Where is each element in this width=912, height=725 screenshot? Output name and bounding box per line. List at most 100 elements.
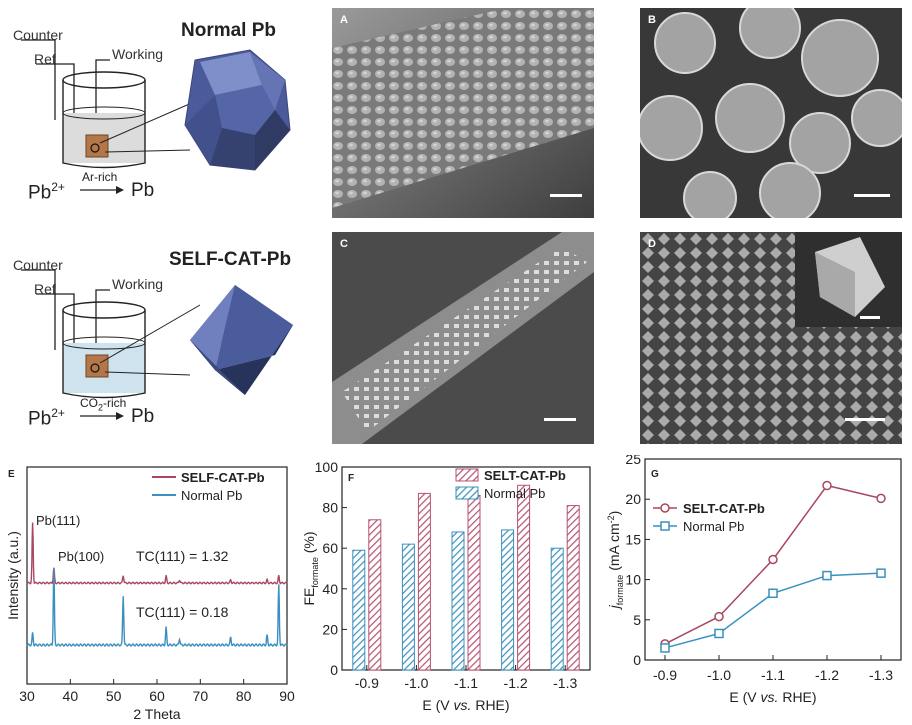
counter-label: Counter <box>13 27 63 43</box>
y-tick-label: 20 <box>322 621 338 637</box>
x-axis-label: E (V vs. RHE) <box>422 697 509 713</box>
legend-swatch <box>455 468 479 482</box>
bar <box>517 484 531 671</box>
schematic-selfcat: Counter Ref Working SELF-CAT-Pb Pb2+ CO2… <box>0 230 320 445</box>
panel-label-b: B <box>648 14 656 26</box>
data-point <box>876 568 886 578</box>
panel-label-g: G <box>651 469 659 480</box>
legend-label: Normal Pb <box>181 488 242 503</box>
bar <box>352 549 366 671</box>
sem-panel-b: B <box>640 8 902 218</box>
y-tick-label: 10 <box>625 572 641 588</box>
reaction-condition: CO2-rich <box>80 396 127 413</box>
data-point <box>822 570 832 581</box>
crystal-normal-icon <box>184 49 291 171</box>
cell-diagram-selfcat <box>21 269 293 420</box>
xrd-series-line <box>26 522 288 585</box>
legend-marker <box>660 503 670 513</box>
reaction-right: Pb <box>131 180 155 201</box>
data-point <box>876 493 886 504</box>
sem-panel-c: C <box>332 232 594 444</box>
x-tick-label: -0.9 <box>653 667 677 683</box>
x-tick-label: -1.3 <box>553 675 577 691</box>
annotation-pb100: Pb(100) <box>58 549 104 564</box>
annotation-tc-normal: TC(111) = 0.18 <box>136 604 229 620</box>
x-tick-label: -1.0 <box>707 667 731 683</box>
chart-g-svg: G 0 5 10 15 20 25 -0.9 -1.0 -1.1 -1.2 -1.3 E (V vs. … <box>606 451 902 705</box>
bar <box>566 505 580 671</box>
x-axis-label: 2 Theta <box>133 706 180 720</box>
bar <box>368 519 382 671</box>
sem-panel-d: D <box>640 232 902 444</box>
scale-bar <box>845 418 885 421</box>
data-point <box>714 611 724 622</box>
scale-bar <box>854 194 890 197</box>
x-tick-label: -1.0 <box>404 675 428 691</box>
ref-label: Ref <box>34 281 56 297</box>
y-axis-label: FEformate (%) <box>301 531 320 605</box>
y-tick-label: 15 <box>625 531 641 547</box>
legend-label: SELF-CAT-Pb <box>181 470 265 485</box>
bar <box>417 492 431 671</box>
chart-g: G 0 5 10 15 20 25 -0.9 -1.0 -1.1 -1.2 -1.3 E (V vs. … <box>605 451 912 720</box>
x-tick-label: -1.1 <box>454 675 478 691</box>
y-tick-label: 40 <box>322 581 338 597</box>
x-tick-label: -1.2 <box>815 667 839 683</box>
y-tick-label: 100 <box>315 459 339 475</box>
x-tick-label: -1.3 <box>869 667 893 683</box>
y-tick-label: 20 <box>625 491 641 507</box>
y-tick-label: 25 <box>625 455 641 467</box>
x-tick-label: 50 <box>106 688 122 704</box>
panel-label-e: E <box>8 469 15 480</box>
cell-diagram-normal <box>21 39 291 194</box>
x-tick-label: -1.2 <box>504 675 528 691</box>
x-axis-label: E (V vs. RHE) <box>729 689 816 705</box>
chart-e-svg: E 30 40 50 60 70 80 90 2 Theta Intensity (a.u.) SE… <box>5 466 295 722</box>
working-label: Working <box>112 276 164 292</box>
y-axis-label: Intensity (a.u.) <box>5 531 21 620</box>
data-point <box>768 588 778 599</box>
data-point <box>822 480 832 491</box>
y-tick-label: 0 <box>633 652 641 668</box>
reaction-left: Pb2+ <box>28 406 65 430</box>
inset-scale-bar <box>860 316 880 319</box>
x-tick-label: 70 <box>193 688 209 704</box>
data-point <box>768 554 778 565</box>
scale-bar <box>544 418 576 421</box>
x-tick-label: 80 <box>236 688 252 704</box>
title-selfcat-pb: SELF-CAT-Pb <box>169 249 292 270</box>
reaction-left: Pb2+ <box>28 180 65 204</box>
bar <box>401 543 415 671</box>
x-tick-label: 90 <box>279 688 295 704</box>
legend-swatch <box>455 486 479 500</box>
x-tick-label: 30 <box>19 688 35 704</box>
panel-label-c: C <box>340 238 348 250</box>
data-point <box>660 643 670 653</box>
panel-label-a: A <box>340 14 348 26</box>
legend-label: Normal Pb <box>683 519 744 534</box>
chart-e: E 30 40 50 60 70 80 90 2 Theta Intensity (a.u.) SE… <box>0 455 305 722</box>
legend-label: SELT-CAT-Pb <box>484 468 566 483</box>
xrd-series-line <box>26 568 288 647</box>
bar <box>451 531 465 671</box>
bar <box>467 494 481 671</box>
annotation-pb111: Pb(111) <box>36 513 80 528</box>
legend-label: Normal Pb <box>484 486 545 501</box>
y-tick-label: 80 <box>322 500 338 516</box>
bar <box>501 529 515 671</box>
y-tick-label: 60 <box>322 540 338 556</box>
y-tick-label: 5 <box>633 612 641 628</box>
working-label: Working <box>112 46 164 62</box>
y-axis-label: jformate (mA cm-2) <box>606 511 625 611</box>
x-tick-label: -0.9 <box>355 675 379 691</box>
plot-frame <box>26 466 288 685</box>
counter-label: Counter <box>13 257 63 273</box>
data-point <box>714 628 724 639</box>
x-tick-label: 40 <box>63 688 79 704</box>
reaction-condition: Ar-rich <box>82 170 118 184</box>
bar <box>550 547 564 671</box>
reaction-right: Pb <box>131 406 155 427</box>
panel-label-d: D <box>648 238 656 250</box>
x-tick-label: -1.1 <box>761 667 785 683</box>
y-tick-label: 0 <box>330 662 338 678</box>
